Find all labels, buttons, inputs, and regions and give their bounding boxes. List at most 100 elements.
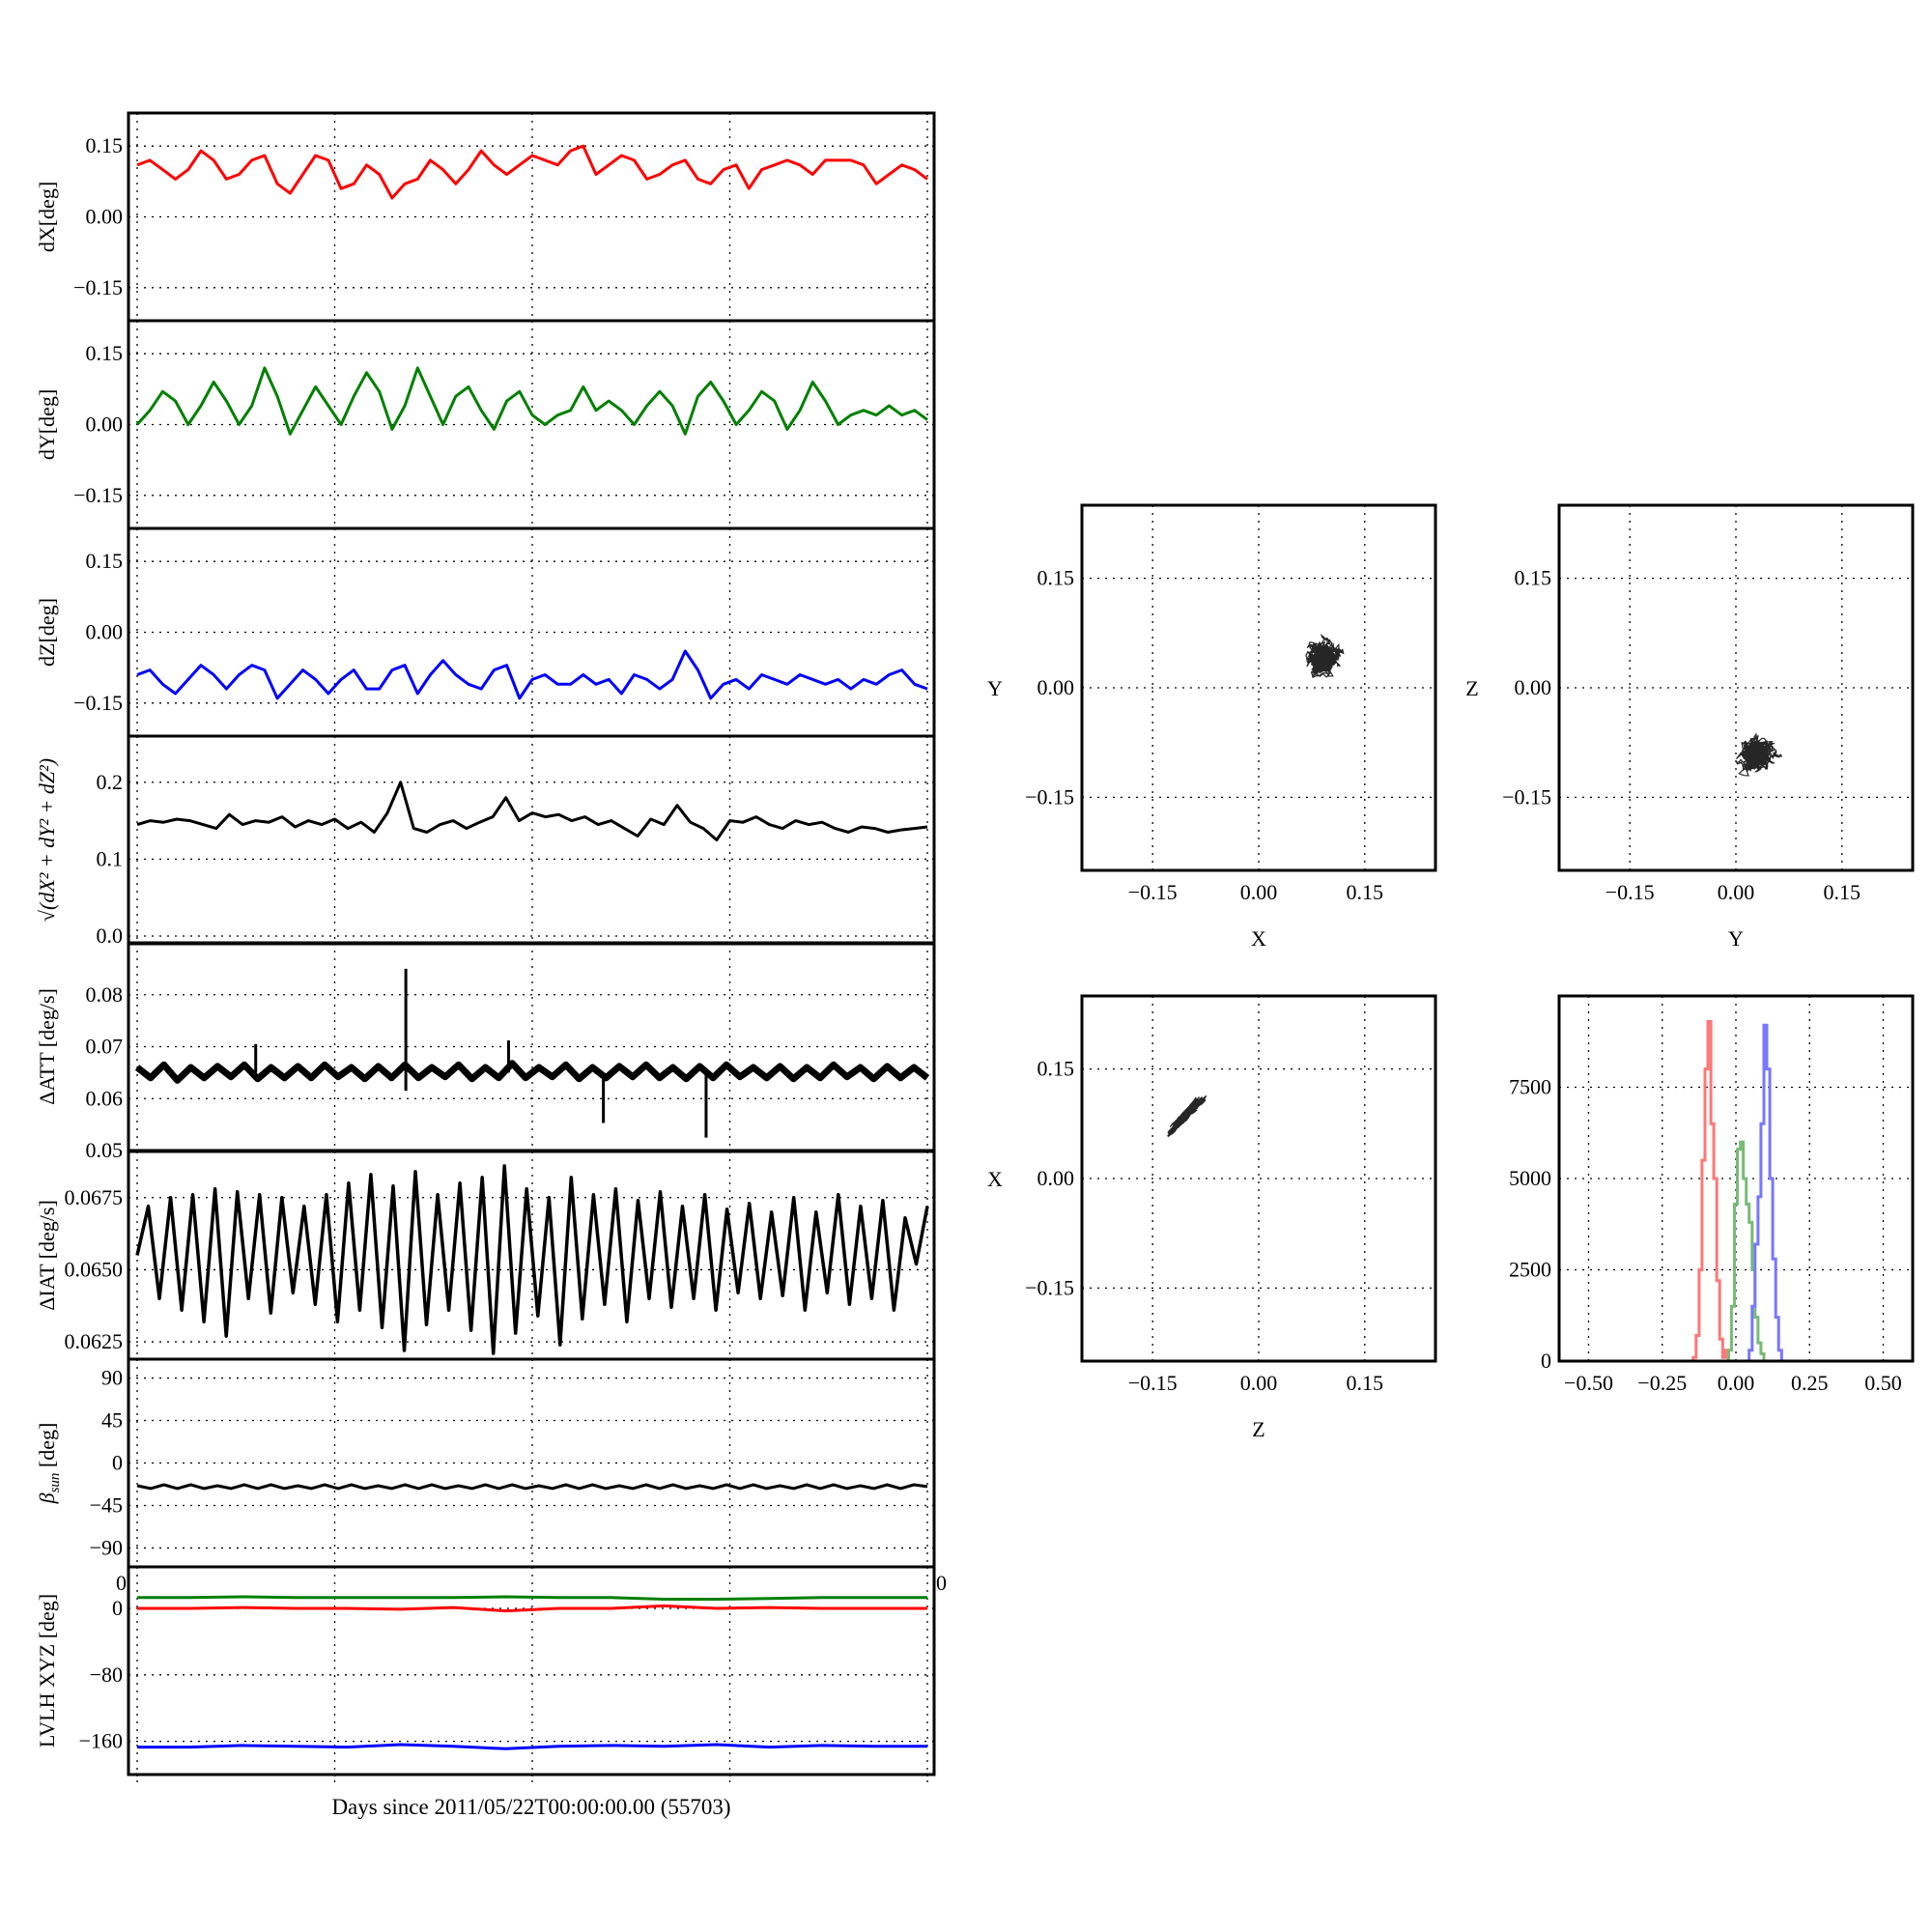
y-tick-label: −0.15: [73, 275, 123, 299]
y-axis-label: Z: [1465, 676, 1478, 700]
series-line-X: [137, 1604, 927, 1613]
y-tick-label: 0.00: [86, 412, 124, 437]
plots-layer: 0.150.00−0.15dX[deg]0.150.00−0.15dY[deg]…: [35, 111, 1915, 1783]
y-tick-label: −45: [90, 1492, 123, 1517]
y-axis-label-text: β: [35, 1492, 59, 1504]
y-axis-label: ΔIAT [deg/s]: [35, 1200, 59, 1311]
y-axis-label-unit: [deg]: [35, 1423, 59, 1473]
panel-frame: [1557, 994, 1915, 1363]
panel-zx: −0.15 0.00 0.15 −0.15 0.00 0.15 Z X: [987, 994, 1437, 1441]
y-tick-label: 0.00: [1515, 675, 1552, 699]
y-tick-label: 0: [936, 1571, 947, 1595]
y-axis-label: X: [987, 1167, 1003, 1191]
series-line-beta_sun: [136, 1483, 928, 1491]
panel-frame: [127, 1565, 936, 1776]
x-tick-label: 0.00: [1240, 1371, 1278, 1395]
y-axis-label-text: dY[deg]: [35, 389, 59, 460]
scatter-trace: [1167, 1094, 1208, 1138]
x-tick-label: −0.15: [1128, 1371, 1178, 1395]
panel-datt: 0.08 0.07 0.06 0.05 ΔATT [deg/s]: [35, 941, 936, 1162]
y-axis-label: √(dX² + dY² + dZ²): [35, 758, 59, 922]
y-tick-label: 5000: [1509, 1166, 1551, 1190]
y-tick-label: 0.06: [86, 1086, 124, 1110]
series-line-dZ: [136, 649, 928, 700]
x-tick-label: −0.15: [1605, 880, 1655, 904]
y-axis-label: dX[deg]: [35, 182, 59, 252]
panel-hist: −0.50 −0.25 0.00 0.25 0.50 0 2500 5000 7500: [1509, 994, 1915, 1395]
x-tick-label: 0.00: [1240, 880, 1278, 904]
y-tick-label: 0.00: [86, 620, 124, 644]
x-tick-label: 0.15: [1347, 880, 1384, 904]
panel-dz: 0.15 0.00 −0.15 dZ[deg]: [35, 526, 936, 738]
y-tick-label: 0.08: [86, 982, 124, 1007]
x-tick-label: 0.00: [1718, 880, 1755, 904]
x-tick-label: 0.00: [1718, 1371, 1755, 1395]
y-tick-label: −0.15: [1025, 784, 1074, 809]
y-tick-label: 7500: [1509, 1075, 1551, 1099]
x-tick-label: 0.15: [1347, 1371, 1384, 1395]
panel-mag: 0.2 0.1 0.0 √(dX² + dY² + dZ²): [35, 734, 936, 948]
y-tick-label: −0.15: [73, 483, 123, 507]
y-tick-label: 0.00: [1037, 675, 1075, 699]
y-axis-label: dZ[deg]: [35, 598, 59, 667]
y-tick-label: 0.2: [97, 770, 124, 794]
y-tick-label: 0.15: [1037, 1057, 1075, 1081]
y-tick-label: 0.00: [1037, 1166, 1075, 1190]
panel-yz: −0.15 0.00 0.15 −0.15 0.00 0.15 Y Z: [1465, 503, 1915, 951]
panel-frame: [1080, 503, 1437, 872]
x-tick-label: −0.15: [1128, 880, 1178, 904]
y-tick-label: 0: [112, 1596, 123, 1620]
y-tick-label: 2500: [1509, 1258, 1551, 1282]
histogram-dY: [1588, 1140, 1884, 1363]
y-tick-label: 0.15: [1037, 566, 1075, 590]
x-axis-label: Z: [1252, 1417, 1264, 1441]
y-axis-label-text: LVLH XYZ [deg]: [35, 1594, 59, 1747]
y-axis-label-text: dZ[deg]: [35, 598, 59, 667]
y-tick-label: 0: [116, 1571, 127, 1595]
y-tick-label: 0.0650: [65, 1257, 124, 1281]
y-tick-label: 0: [1541, 1349, 1551, 1373]
y-axis-label-text: dX[deg]: [35, 182, 59, 252]
x-tick-label: 0.50: [1864, 1371, 1902, 1395]
x-tick-label: 0.15: [1824, 880, 1861, 904]
y-tick-label: 0.15: [86, 341, 124, 365]
y-axis-label-text: √(dX² + dY² + dZ²): [35, 758, 59, 922]
scatter-trace: [1735, 732, 1783, 777]
y-axis-label-text: ΔIAT [deg/s]: [35, 1200, 59, 1311]
y-tick-label: 0.0625: [65, 1329, 124, 1353]
y-tick-label: 0.15: [86, 133, 124, 157]
series-line-dIAT: [135, 1164, 929, 1355]
x-axis-label: Days since 2011/05/22T00:00:00.00 (55703…: [331, 1795, 730, 1819]
y-tick-label: 0.0675: [65, 1185, 124, 1209]
scatter-trace: [1305, 633, 1345, 679]
y-axis-label: ΔATT [deg/s]: [35, 988, 59, 1105]
panel-dx: 0.15 0.00 −0.15 dX[deg]: [35, 111, 936, 323]
y-tick-label: 0.0: [97, 923, 124, 948]
panel-frame: [1557, 503, 1915, 872]
y-axis-label: LVLH XYZ [deg]: [35, 1594, 59, 1747]
x-tick-label: 0.25: [1791, 1371, 1829, 1395]
y-tick-label: 90: [101, 1366, 123, 1390]
series-line-dATT: [134, 1060, 930, 1084]
panel-frame: [1080, 994, 1437, 1363]
panel-beta: 90 45 0 −45 −90 βsun [deg]: [35, 1357, 936, 1569]
y-tick-label: −0.15: [73, 691, 123, 715]
y-tick-label: 0.1: [97, 846, 124, 870]
x-tick-label: −0.25: [1637, 1371, 1687, 1395]
x-axis-label: Y: [1728, 926, 1744, 951]
panel-frame: [127, 734, 936, 946]
panel-xy: −0.15 0.00 0.15 −0.15 0.00 0.15 X Y: [987, 503, 1437, 951]
y-tick-label: −0.15: [1025, 1275, 1074, 1299]
y-tick-label: 45: [101, 1408, 123, 1433]
series-line-magnitude: [136, 781, 928, 841]
series-line-dX: [136, 144, 928, 200]
y-tick-label: 0.00: [86, 205, 124, 229]
series-line-dY: [135, 366, 928, 436]
y-tick-label: 0.07: [86, 1035, 124, 1059]
series-line-Y: [137, 1595, 927, 1601]
y-axis-label: dY[deg]: [35, 389, 59, 460]
y-tick-label: 0.05: [86, 1138, 124, 1162]
